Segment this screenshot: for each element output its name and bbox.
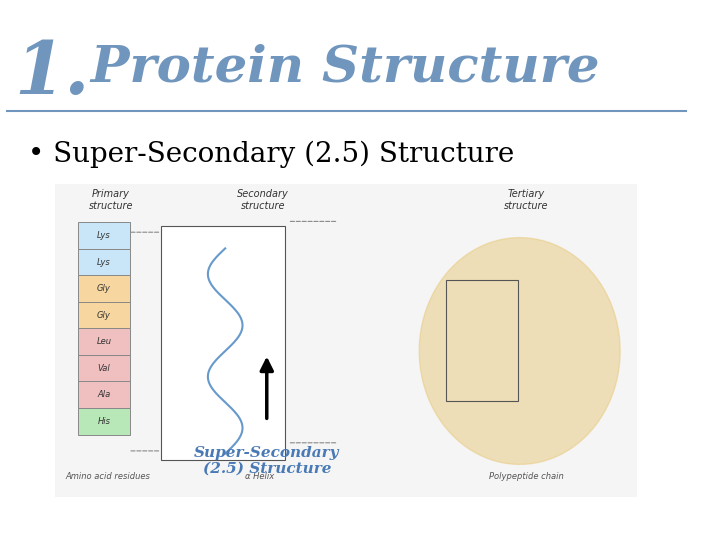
FancyBboxPatch shape [78,408,130,435]
FancyBboxPatch shape [78,275,130,302]
Text: Ala: Ala [97,390,111,399]
FancyBboxPatch shape [78,222,130,249]
FancyBboxPatch shape [78,381,130,408]
Polygon shape [419,238,620,464]
Text: Secondary
structure: Secondary structure [238,189,289,211]
Text: Lys: Lys [97,232,111,240]
FancyBboxPatch shape [55,184,637,497]
FancyBboxPatch shape [78,302,130,329]
Text: Lys: Lys [97,258,111,267]
FancyBboxPatch shape [78,249,130,276]
Text: Val: Val [98,364,110,373]
Text: • Super-Secondary (2.5) Structure: • Super-Secondary (2.5) Structure [27,140,514,168]
Text: Amino acid residues: Amino acid residues [65,471,150,481]
Text: His: His [97,417,110,426]
Text: Polypeptide chain: Polypeptide chain [489,471,564,481]
FancyBboxPatch shape [161,226,285,460]
Text: Gly: Gly [97,285,111,293]
Text: Protein Structure: Protein Structure [73,43,599,92]
Text: Gly: Gly [97,311,111,320]
Text: Leu: Leu [96,338,112,346]
FancyBboxPatch shape [78,328,130,355]
Text: α Helix: α Helix [246,471,274,481]
Text: Primary
structure: Primary structure [89,189,133,211]
FancyBboxPatch shape [78,355,130,382]
Text: 1.: 1. [14,38,89,109]
Text: Super-Secondary
(2.5) Structure: Super-Secondary (2.5) Structure [194,446,340,476]
Text: Tertiary
structure: Tertiary structure [505,189,549,211]
